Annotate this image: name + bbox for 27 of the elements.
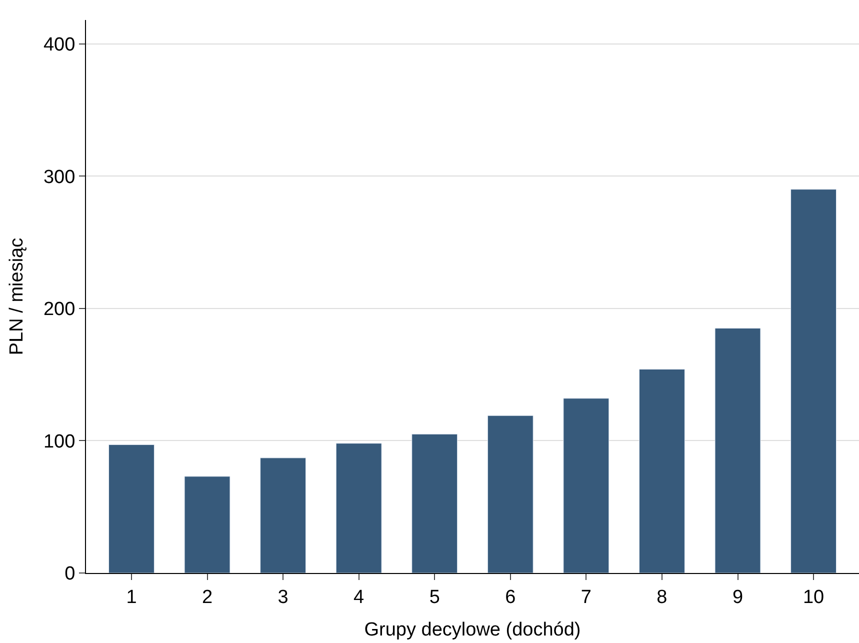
bar [714, 328, 761, 573]
bar [487, 415, 534, 573]
y-axis-title: PLN / miesiąc [6, 238, 28, 356]
y-tick-label: 0 [64, 564, 76, 585]
x-tick-label: 3 [278, 586, 288, 608]
x-tick-label: 7 [580, 586, 592, 608]
y-tick-label: 100 [43, 431, 76, 452]
y-tick-label: 400 [43, 34, 76, 56]
x-tick-label: 9 [732, 586, 744, 608]
bar [790, 189, 837, 573]
bar [336, 443, 382, 573]
y-tick-label: 200 [43, 299, 76, 320]
bar [412, 434, 458, 573]
x-tick-label: 1 [126, 586, 137, 608]
x-tick-label: 5 [429, 586, 440, 608]
x-tick-label: 2 [202, 586, 213, 608]
x-tick-label: 4 [354, 586, 365, 608]
x-axis-title: Grupy decylowe (dochód) [364, 620, 581, 641]
bar [563, 398, 610, 573]
bar [260, 458, 306, 573]
bar [638, 369, 685, 573]
y-tick-label: 300 [43, 166, 76, 188]
x-tick-label: 10 [802, 586, 824, 608]
bar [184, 476, 230, 573]
x-tick-label: 8 [656, 586, 668, 608]
bar [108, 444, 154, 573]
x-tick-label: 6 [505, 586, 516, 608]
